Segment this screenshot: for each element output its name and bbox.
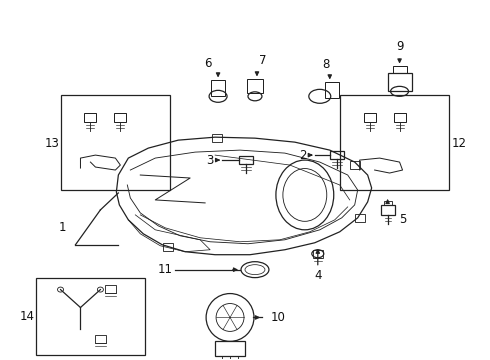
Text: 9: 9 (396, 40, 403, 53)
Bar (325, 82, 339, 98)
Text: 3: 3 (206, 154, 214, 167)
Bar (330, 151, 343, 159)
Bar (239, 156, 253, 164)
Bar (114, 113, 126, 122)
Bar (211, 80, 225, 96)
Bar (364, 113, 376, 122)
Bar (392, 67, 407, 73)
Bar (350, 161, 360, 169)
Bar (36, 278, 145, 355)
Bar (163, 243, 173, 251)
Text: 11: 11 (158, 263, 173, 276)
Text: 14: 14 (20, 310, 35, 323)
Bar (84, 113, 97, 122)
Bar (247, 80, 263, 93)
Text: 7: 7 (259, 54, 267, 67)
Text: 6: 6 (204, 57, 212, 70)
Text: 5: 5 (399, 213, 406, 226)
Bar (313, 250, 323, 258)
Bar (61, 95, 170, 190)
Bar (393, 113, 406, 122)
Bar (340, 95, 449, 190)
Text: 4: 4 (314, 269, 321, 282)
Bar (96, 336, 106, 343)
Text: 2: 2 (299, 149, 307, 162)
Bar (105, 285, 116, 293)
Text: 1: 1 (59, 221, 66, 234)
Bar (381, 205, 394, 215)
Bar (212, 134, 222, 142)
Bar (388, 73, 412, 91)
Bar (384, 201, 392, 205)
Bar (355, 214, 365, 222)
Text: 12: 12 (452, 137, 467, 150)
Text: 10: 10 (270, 311, 285, 324)
Bar (215, 341, 245, 356)
Text: 13: 13 (45, 137, 60, 150)
Text: 8: 8 (322, 58, 329, 71)
